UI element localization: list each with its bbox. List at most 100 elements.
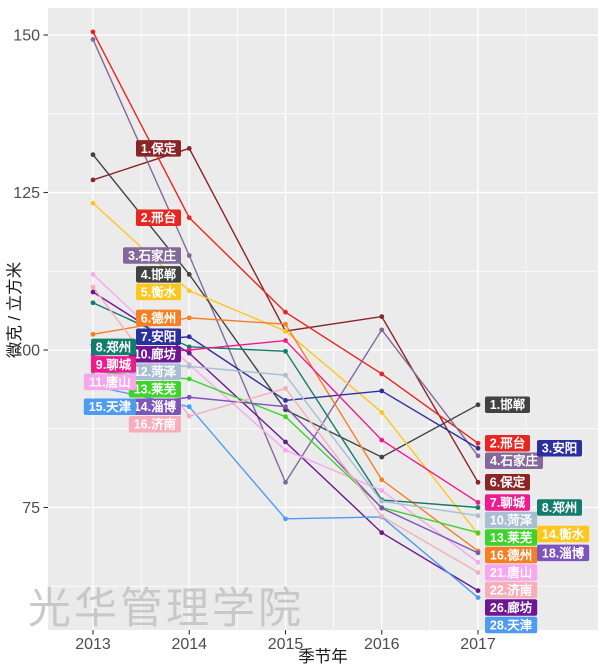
- series-label-hengshui-left: 5.衡水: [141, 284, 177, 299]
- series-label-zhengzhou-left: 8.郑州: [96, 339, 131, 354]
- series-label-baoding-left: 1.保定: [141, 141, 177, 156]
- watermark-text: 光华管理学院: [28, 585, 304, 633]
- x-tick-label: 2013: [75, 636, 111, 653]
- series-label-shijiazhuang-left: 3.石家庄: [128, 248, 176, 263]
- series-label-box-tangshan-left: [83, 373, 136, 391]
- data-point-shijiazhuang-2016: [379, 327, 385, 333]
- data-point-zhengzhou-2013: [90, 300, 96, 306]
- data-point-xingtai-2014: [186, 215, 192, 221]
- data-point-liaocheng-2015: [283, 338, 288, 343]
- series-label-anyang-left: 7.安阳: [141, 329, 176, 344]
- data-point-anyang-2017: [475, 445, 481, 451]
- data-point-tangshan-2016: [379, 488, 385, 493]
- data-point-jinan-2013: [90, 284, 96, 290]
- series-label-tangshan-left: 11.唐山: [89, 374, 131, 389]
- data-point-liaocheng-2016: [379, 437, 385, 443]
- x-tick-label: 2015: [268, 636, 304, 653]
- series-label-box-anyang-left: [136, 328, 181, 346]
- series-label-box-hengshui-right: [537, 525, 590, 543]
- data-point-heze-2015: [283, 372, 288, 378]
- series-label-box-zhengzhou-left: [91, 338, 136, 356]
- data-point-dezhou-2015: [283, 321, 288, 327]
- data-point-zibo-2014: [186, 394, 192, 400]
- data-point-laiwu-2014: [186, 376, 192, 382]
- series-label-box-heze-left: [128, 363, 181, 381]
- data-point-jinan-2016: [379, 513, 385, 519]
- data-point-anyang-2015: [283, 398, 288, 403]
- series-label-heze-left: 12.菏泽: [134, 364, 177, 379]
- series-label-box-handan-right: [485, 396, 530, 414]
- data-point-anyang-2014: [186, 334, 192, 340]
- series-label-liaocheng-right: 7.聊城: [490, 495, 526, 510]
- series-label-box-jinan-right: [485, 581, 538, 599]
- series-label-box-zhengzhou-right: [537, 499, 582, 516]
- series-label-box-tianjin-right: [485, 616, 538, 634]
- series-label-box-zibo-right: [537, 544, 590, 562]
- series-label-box-shijiazhuang-left: [123, 247, 181, 264]
- x-tick-label: 2017: [460, 636, 496, 653]
- series-label-box-langfang-left: [128, 346, 181, 363]
- series-label-liaocheng-left: 9.聊城: [96, 357, 132, 372]
- data-point-jinan-2015: [283, 386, 288, 391]
- series-label-box-dezhou-right: [485, 546, 538, 564]
- series-label-dezhou-right: 16.德州: [490, 547, 532, 562]
- series-label-laiwu-left: 13.莱芜: [134, 382, 177, 397]
- data-point-handan-2016: [379, 454, 385, 460]
- series-label-box-baoding-left: [136, 140, 181, 157]
- series-label-box-langfang-right: [485, 599, 538, 616]
- data-point-langfang-2013: [90, 289, 96, 295]
- data-point-baoding-2016: [379, 314, 385, 320]
- data-point-heze-2016: [379, 498, 385, 504]
- series-label-handan-left: 4.邯郸: [141, 267, 177, 282]
- series-label-box-dezhou-left: [136, 309, 181, 327]
- data-point-zhengzhou-2015: [283, 348, 288, 354]
- data-point-tangshan-2017: [475, 559, 481, 565]
- data-point-hengshui-2016: [379, 409, 385, 415]
- y-tick-label: 100: [13, 343, 40, 360]
- data-point-baoding-2013: [90, 177, 96, 183]
- series-label-heze-right: 10.菏泽: [490, 512, 533, 527]
- data-point-handan-2013: [90, 152, 96, 158]
- series-label-box-shijiazhuang-right: [485, 452, 543, 469]
- data-point-dezhou-2013: [90, 331, 96, 337]
- series-label-laiwu-right: 13.莱芜: [490, 530, 533, 545]
- data-point-heze-2014: [186, 363, 192, 369]
- series-label-box-handan-left: [136, 266, 181, 283]
- series-label-dezhou-left: 6.德州: [141, 310, 176, 325]
- axes: 季节年 微克 / 立方米 150 125 100 75 2013 2014 2015 2016…: [5, 28, 496, 666]
- data-point-jinan-2017: [475, 569, 481, 575]
- series-label-box-zibo-left: [128, 398, 181, 416]
- data-point-liaocheng-2017: [475, 500, 481, 505]
- data-point-handan-2014: [186, 272, 192, 277]
- data-point-langfang-2014: [186, 350, 192, 356]
- data-point-jinan-2014: [186, 413, 192, 419]
- x-tick-label: 2016: [364, 636, 400, 653]
- data-point-xingtai-2013: [90, 29, 96, 35]
- series-label-hengshui-right: 14.衡水: [542, 526, 585, 541]
- series-label-tianjin-right: 28.天津: [490, 617, 533, 632]
- series-label-zhengzhou-right: 8.郑州: [542, 500, 577, 515]
- series-labels: 1.保定2.邢台3.石家庄4.邯郸5.衡水6.德州7.安阳10.廊坊12.菏泽1…: [83, 140, 590, 634]
- series-label-jinan-right: 22.济南: [490, 582, 533, 597]
- y-tick-label: 150: [13, 28, 40, 45]
- series-label-shijiazhuang-right: 4.石家庄: [490, 453, 538, 468]
- x-tick-label: 2014: [171, 636, 207, 653]
- data-point-tangshan-2015: [283, 447, 288, 453]
- data-point-xingtai-2015: [283, 309, 288, 315]
- data-point-shijiazhuang-2013: [90, 37, 96, 42]
- data-point-heze-2017: [475, 513, 481, 519]
- data-point-hengshui-2013: [90, 200, 96, 206]
- series-label-box-heze-right: [485, 511, 538, 529]
- data-point-anyang-2016: [379, 388, 385, 394]
- data-point-langfang-2017: [475, 588, 481, 594]
- series-label-box-tangshan-right: [485, 564, 538, 581]
- data-point-dezhou-2016: [379, 477, 385, 483]
- data-point-xingtai-2017: [475, 440, 481, 446]
- data-point-hengshui-2015: [283, 328, 288, 334]
- series-label-box-liaocheng-right: [485, 494, 530, 511]
- y-tick-label: 125: [13, 185, 40, 202]
- series-label-langfang-right: 26.廊坊: [490, 600, 533, 615]
- series-label-xingtai-right: 2.邢台: [490, 436, 525, 451]
- data-point-langfang-2016: [379, 530, 385, 536]
